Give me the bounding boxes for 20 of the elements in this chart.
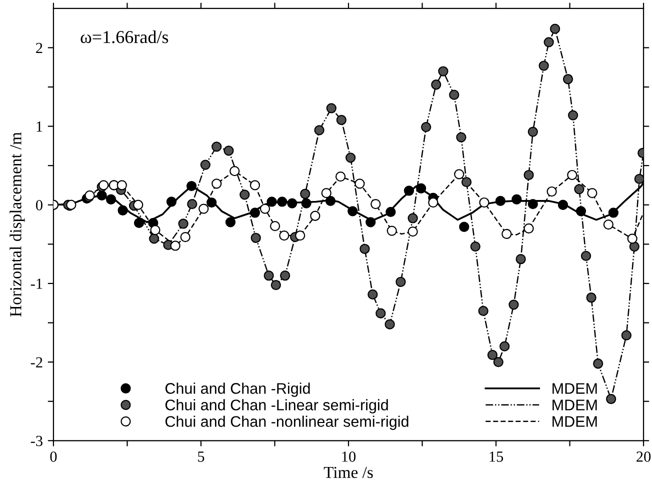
legend-label: MDEM — [552, 400, 597, 410]
annotation: ω=1.66rad/s — [80, 30, 168, 44]
legend-label: Chui and Chan -nonlinear semi-rigid — [165, 416, 408, 430]
x-tick-label: 10 — [342, 452, 356, 462]
legend-label: MDEM — [552, 383, 597, 394]
y-tick-label: 1 — [36, 122, 42, 132]
legend-label: Chui and Chan -Rigid — [165, 382, 310, 397]
y-tick-label: 0 — [36, 200, 42, 210]
legend-label: Chui and Chan -Linear semi-rigid — [165, 399, 388, 414]
x-tick-label: 5 — [198, 452, 204, 462]
legend-label: MDEM — [552, 416, 597, 427]
y-tick-label: -1 — [30, 278, 42, 289]
y-axis-title: Horizontal displacement /m — [10, 132, 25, 317]
x-tick-label: 15 — [490, 452, 504, 462]
x-tick-label: 20 — [636, 452, 651, 462]
x-tick-label: 0 — [50, 452, 57, 462]
y-tick-label: 2 — [36, 42, 42, 53]
y-tick-label: -2 — [30, 357, 42, 368]
y-tick-label: -3 — [30, 436, 42, 446]
x-axis-title: Time /s — [324, 466, 373, 478]
